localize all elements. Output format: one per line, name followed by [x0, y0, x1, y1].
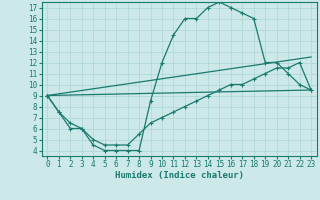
X-axis label: Humidex (Indice chaleur): Humidex (Indice chaleur)	[115, 171, 244, 180]
